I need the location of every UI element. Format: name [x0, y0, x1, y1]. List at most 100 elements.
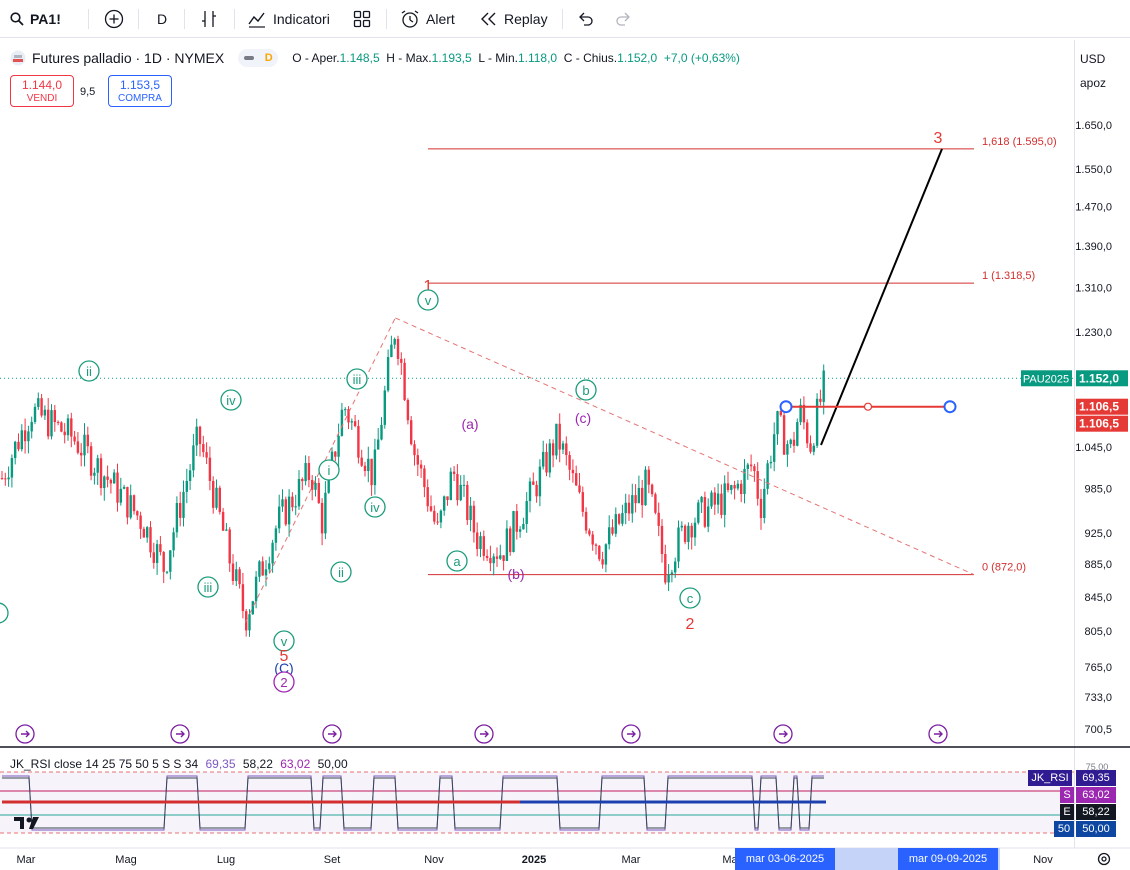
candle-body — [241, 584, 245, 612]
candle-body — [182, 491, 185, 518]
range-end-label: mar 09-09-2025 — [898, 848, 998, 870]
event-marker[interactable] — [621, 724, 641, 744]
candle-body — [165, 571, 169, 573]
currency-selector[interactable]: USD — [1080, 52, 1106, 66]
event-marker[interactable] — [773, 724, 793, 744]
symbol-search-button[interactable]: PA1! — [10, 0, 61, 38]
candle-body — [703, 496, 707, 527]
candle-body — [93, 472, 96, 476]
candle-body — [499, 555, 502, 559]
candle-body — [198, 426, 202, 445]
wave-label-circle — [318, 459, 340, 481]
sell-label: VENDI — [26, 93, 58, 104]
candle-body — [218, 487, 221, 512]
candle-body — [667, 574, 670, 583]
y-tick-label: 845,0 — [1084, 592, 1112, 604]
candle-body — [116, 472, 119, 503]
candle-body — [812, 445, 815, 452]
candle-body — [598, 545, 601, 560]
status-pill[interactable]: D — [238, 49, 279, 67]
candle-body — [202, 444, 205, 453]
candle-body — [119, 488, 122, 503]
event-marker[interactable] — [322, 724, 342, 744]
candle-body — [637, 487, 641, 504]
candle-body — [733, 485, 736, 489]
wave-label: ii — [338, 565, 344, 580]
candle-body — [449, 471, 452, 500]
candle-body — [796, 422, 799, 446]
candle-body — [459, 484, 462, 501]
candle-body — [489, 558, 492, 564]
compare-button[interactable] — [104, 0, 124, 38]
candle-body — [307, 463, 311, 480]
ray-price-tag: 1.106,5 — [1079, 417, 1119, 431]
scale-mode-selector[interactable]: apoz — [1080, 76, 1107, 90]
redo-icon — [616, 12, 630, 26]
interval-label: D — [157, 11, 168, 27]
exchange-logo-icon — [10, 50, 26, 66]
layouts-button[interactable] — [353, 0, 371, 38]
logo-part — [29, 817, 39, 829]
candle-body — [634, 495, 637, 504]
candle-body — [815, 398, 819, 446]
alert-button[interactable]: Alert — [400, 0, 455, 38]
chart-title: Futures palladio · 1D · NYMEX — [32, 50, 225, 66]
x-tick-label: Lug — [217, 854, 235, 866]
candle-body — [238, 569, 241, 585]
candle-body — [677, 527, 680, 562]
candle-body — [37, 398, 40, 407]
candle-body — [482, 536, 485, 556]
event-marker[interactable] — [474, 724, 494, 744]
rsi-s-tag: S — [1060, 787, 1074, 803]
candle-body — [248, 614, 251, 631]
wave-label: v — [425, 293, 432, 308]
candle-body — [169, 550, 172, 572]
rsi-band-bg — [0, 772, 1074, 833]
chart-type-button[interactable] — [199, 0, 219, 38]
indicators-icon — [248, 12, 265, 28]
candle-body — [769, 461, 773, 464]
candle-body — [195, 426, 198, 446]
event-marker[interactable] — [928, 724, 948, 744]
indicators-button[interactable]: Indicatori — [247, 0, 330, 38]
interval-button[interactable]: D — [157, 0, 167, 38]
arrow-right-icon — [176, 730, 185, 738]
wave-label: iii — [204, 580, 213, 595]
redo-button[interactable] — [614, 0, 632, 38]
candle-body — [96, 458, 99, 473]
wave-label: a — [453, 554, 461, 569]
delayed-badge: D — [264, 52, 273, 64]
y-tick-label: 1.230,0 — [1075, 327, 1112, 339]
candle-body — [505, 528, 509, 561]
event-marker[interactable] — [170, 724, 190, 744]
candle-body — [60, 422, 63, 432]
replay-button[interactable]: Replay — [480, 0, 548, 38]
candle-body — [297, 478, 301, 507]
candle-body — [185, 480, 188, 492]
candle-body — [205, 452, 208, 458]
candle-body — [786, 444, 789, 455]
sell-button[interactable]: 1.144,0 VENDI — [10, 75, 74, 107]
event-marker[interactable] — [15, 724, 35, 744]
buy-button[interactable]: 1.153,5 COMPRA — [108, 75, 172, 107]
symbol-label: PA1! — [30, 11, 61, 27]
candle-body — [584, 511, 588, 531]
wave-label: (C) — [274, 660, 293, 676]
candle-body — [756, 471, 759, 499]
wave-label-circle — [330, 561, 352, 583]
candle-body — [525, 501, 528, 524]
candle-body — [63, 431, 66, 436]
candle-body — [697, 502, 700, 523]
buy-price: 1.153,5 — [119, 78, 161, 92]
candle-body — [27, 431, 30, 442]
x-tick-label: Set — [324, 854, 341, 866]
candle-body — [393, 339, 396, 345]
candle-body — [680, 525, 683, 528]
undo-button[interactable] — [577, 0, 595, 38]
wave-label: i — [328, 463, 331, 478]
candles-group — [0, 335, 825, 637]
candle-body — [647, 469, 650, 485]
gear-icon[interactable] — [1096, 851, 1112, 867]
candle-body — [159, 544, 162, 553]
